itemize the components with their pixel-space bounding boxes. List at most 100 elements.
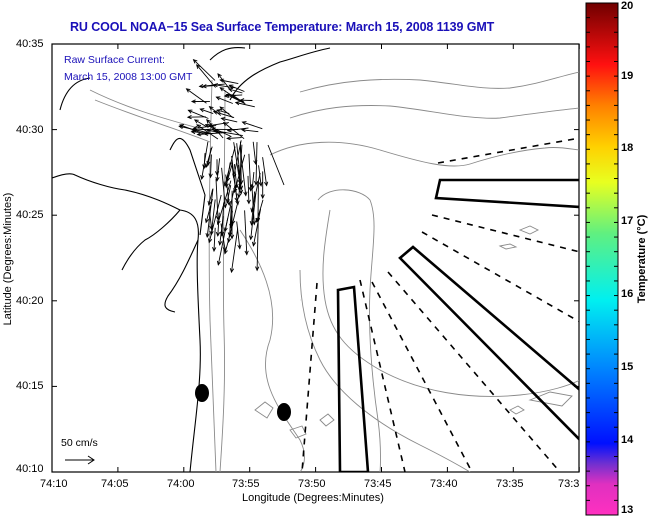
- current-vector: [256, 222, 259, 271]
- current-vector-head: [213, 129, 219, 134]
- colorbar-tick-label: 18: [621, 142, 634, 154]
- current-vector-head: [200, 174, 205, 181]
- current-vector-head: [186, 114, 192, 120]
- current-vector-head: [199, 108, 205, 113]
- current-vector-head: [215, 176, 220, 182]
- current-vector-head: [206, 119, 211, 124]
- current-vector-head: [178, 124, 184, 130]
- buoy-marker: [277, 403, 291, 421]
- current-vector-head: [185, 88, 191, 93]
- current-vector: [217, 180, 232, 225]
- current-vector: [206, 188, 214, 238]
- current-vector-head: [208, 173, 213, 179]
- current-vector-head: [244, 250, 249, 256]
- plot-frame: [51, 43, 580, 473]
- contour-line: [509, 391, 573, 415]
- coastline: [52, 46, 331, 472]
- current-vector: [251, 172, 255, 189]
- x-tick-label: 73:55: [232, 478, 260, 490]
- current-vector-head: [246, 199, 251, 205]
- current-vector: [217, 218, 229, 265]
- colorbar-tick-label: 17: [621, 215, 634, 227]
- current-vector: [236, 221, 241, 249]
- contour-line: [219, 89, 226, 472]
- x-tick-label: 73:35: [496, 478, 524, 490]
- current-vector: [231, 228, 239, 273]
- current-vector: [208, 122, 229, 127]
- current-vector-head: [252, 220, 257, 226]
- current-vector-head: [251, 241, 257, 247]
- coastline-line: [52, 173, 201, 472]
- x-tick-label: 73:3: [558, 478, 580, 490]
- current-vector-head: [208, 106, 214, 111]
- current-vector-head: [226, 238, 232, 244]
- current-vector-head: [235, 200, 240, 206]
- current-vector-head: [264, 181, 269, 187]
- current-vector-head: [207, 200, 212, 206]
- current-vector: [236, 143, 242, 190]
- dashed-radial-line: [431, 214, 579, 253]
- contour-line: [94, 99, 211, 143]
- current-vector-head: [191, 127, 197, 133]
- current-vector-head: [190, 99, 196, 104]
- current-vector-head: [234, 101, 240, 106]
- map-content: [52, 46, 579, 472]
- colorbar-tick-label: 20: [621, 0, 634, 12]
- bathymetry-contours: [89, 71, 579, 472]
- current-vector: [206, 129, 222, 134]
- current-vector-head: [220, 116, 226, 122]
- current-vector-head: [226, 177, 231, 183]
- page-title: RU COOL NOAA−15 Sea Surface Temperature:…: [70, 20, 495, 34]
- survey-box-south: [336, 285, 370, 472]
- current-vector-head: [215, 215, 220, 221]
- current-vector: [188, 109, 209, 119]
- current-vector-head: [229, 268, 235, 274]
- current-vector: [244, 210, 248, 255]
- coastline-line: [59, 77, 91, 111]
- current-vector: [219, 106, 234, 119]
- current-annotation-label: Raw Surface Current:: [64, 54, 165, 66]
- coastline-line: [209, 46, 331, 101]
- current-vector: [210, 154, 212, 178]
- colorbar-tick-label: 15: [621, 361, 634, 373]
- current-vector-head: [219, 78, 225, 83]
- dashed-radial-line: [387, 271, 561, 472]
- current-vector: [210, 199, 216, 235]
- current-vector: [207, 147, 212, 166]
- contour-line: [254, 401, 335, 439]
- y-tick-label: 40:30: [16, 124, 44, 136]
- current-vector-head: [204, 218, 210, 224]
- colorbar-tick-label: 19: [621, 70, 634, 82]
- survey-box-southeast: [398, 245, 579, 441]
- current-vector-head: [241, 121, 247, 126]
- current-vector: [216, 158, 221, 181]
- current-vector: [216, 96, 233, 104]
- current-vector-head: [196, 64, 201, 69]
- colorbar-tick-label: 13: [621, 504, 634, 516]
- y-tick-label: 40:15: [16, 380, 44, 392]
- arrow-right-icon: [65, 455, 95, 465]
- current-vector: [251, 183, 255, 225]
- x-axis-label: Longitude (Degrees:Minutes): [242, 492, 384, 504]
- current-vector: [229, 84, 245, 92]
- current-annotation-time: March 15, 2008 13:00 GMT: [64, 71, 193, 83]
- current-vector-head: [226, 128, 232, 133]
- current-vector-head: [229, 234, 235, 240]
- current-vector: [213, 227, 216, 252]
- survey-box-east: [434, 178, 579, 209]
- current-vector-head: [258, 181, 263, 187]
- current-vector: [224, 224, 233, 254]
- current-vector-head: [226, 201, 231, 207]
- contour-line: [269, 141, 579, 167]
- current-vector: [192, 128, 212, 131]
- current-vector: [223, 122, 245, 140]
- current-vector: [214, 84, 235, 89]
- current-vector: [248, 153, 252, 191]
- current-vector-head: [223, 93, 229, 98]
- current-vector-head: [216, 108, 222, 114]
- contour-line: [89, 89, 206, 131]
- contour-line: [239, 229, 305, 472]
- x-tick-label: 73:40: [430, 478, 458, 490]
- current-vector: [252, 141, 257, 165]
